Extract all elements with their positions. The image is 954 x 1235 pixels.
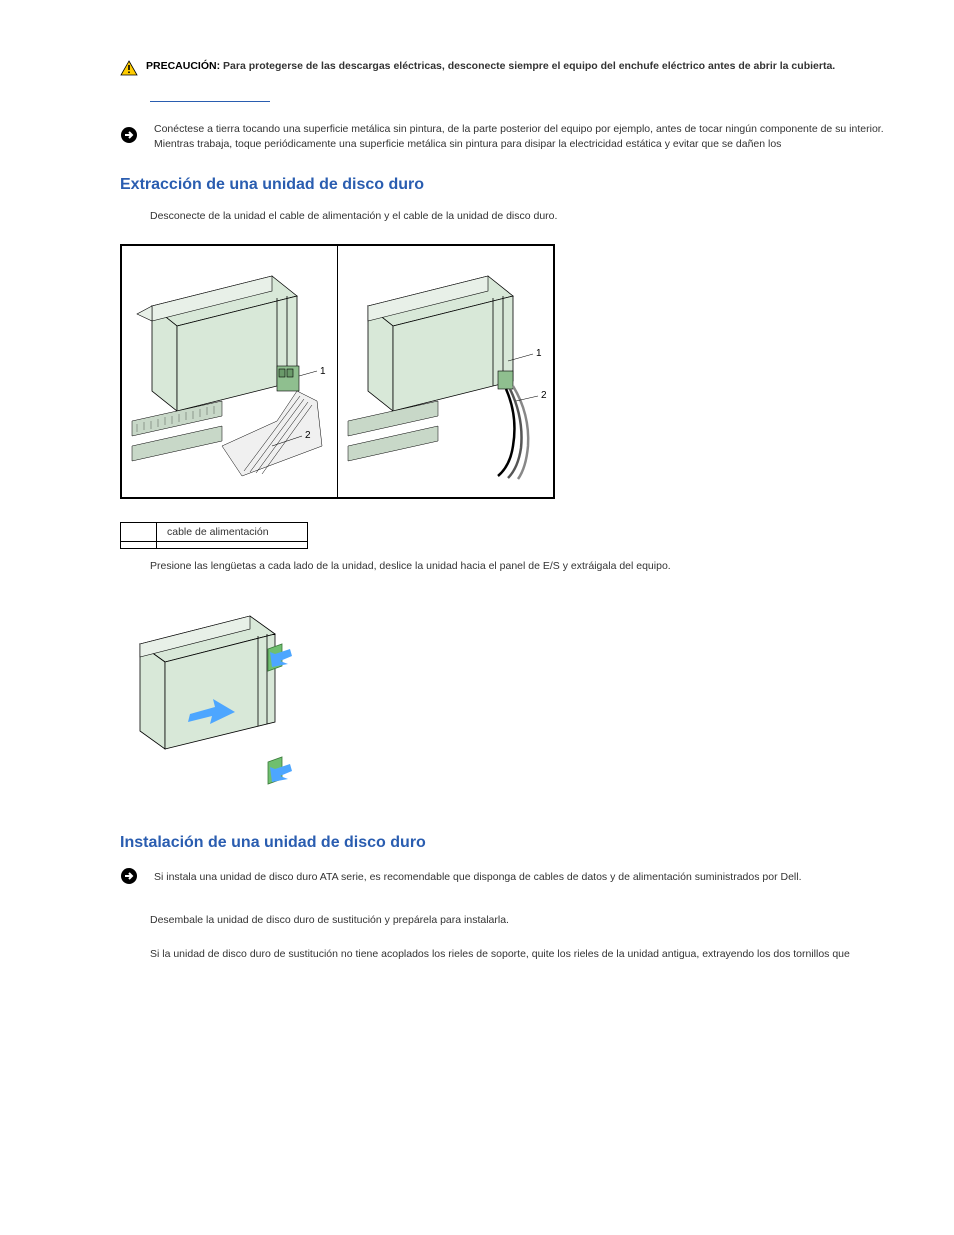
label-num-1 [121, 523, 157, 542]
diagram-1: 1 2 [120, 244, 555, 499]
document-content: PRECAUCIÓN: Para protegerse de las desca… [120, 60, 914, 962]
table-row: cable de alimentación [121, 523, 308, 542]
notice-icon [120, 126, 138, 147]
svg-text:1: 1 [536, 348, 542, 359]
label-table-1: cable de alimentación [120, 522, 308, 549]
caution-label: PRECAUCIÓN: [146, 60, 220, 72]
callout-2: 2 [305, 430, 311, 441]
caution-text: PRECAUCIÓN: Para protegerse de las desca… [146, 60, 914, 74]
notice-icon [120, 867, 138, 888]
notice-block-1: Conéctese a tierra tocando una superfici… [120, 122, 914, 151]
label-text-1: cable de alimentación [157, 523, 308, 542]
step4: Si la unidad de disco duro de sustitució… [150, 947, 914, 962]
notice-block-2: Si instala una unidad de disco duro ATA … [120, 867, 914, 888]
warning-icon [120, 60, 138, 79]
notice-text-1: Conéctese a tierra tocando una superfici… [146, 122, 914, 151]
link-placeholder[interactable] [150, 99, 270, 102]
section1-heading: Extracción de una unidad de disco duro [120, 176, 914, 194]
notice-text-2: Si instala una unidad de disco duro ATA … [146, 870, 914, 885]
section1-step1: Desconecte de la unidad el cable de alim… [150, 209, 914, 224]
step3: Desembale la unidad de disco duro de sus… [150, 913, 914, 928]
callout-1: 1 [320, 366, 326, 377]
diagram-1-right: 1 2 [338, 246, 554, 498]
label-text-2 [157, 542, 308, 549]
diagram-1-left: 1 2 [122, 246, 338, 498]
caution-block: PRECAUCIÓN: Para protegerse de las desca… [120, 60, 914, 79]
table-row [121, 542, 308, 549]
caution-body: Para protegerse de las descargas eléctri… [223, 60, 835, 72]
section1-step2: Presione las lengüetas a cada lado de la… [150, 559, 914, 574]
section2-heading: Instalación de una unidad de disco duro [120, 834, 914, 852]
svg-text:2: 2 [541, 390, 547, 401]
diagram-2 [120, 594, 300, 814]
label-num-2 [121, 542, 157, 549]
